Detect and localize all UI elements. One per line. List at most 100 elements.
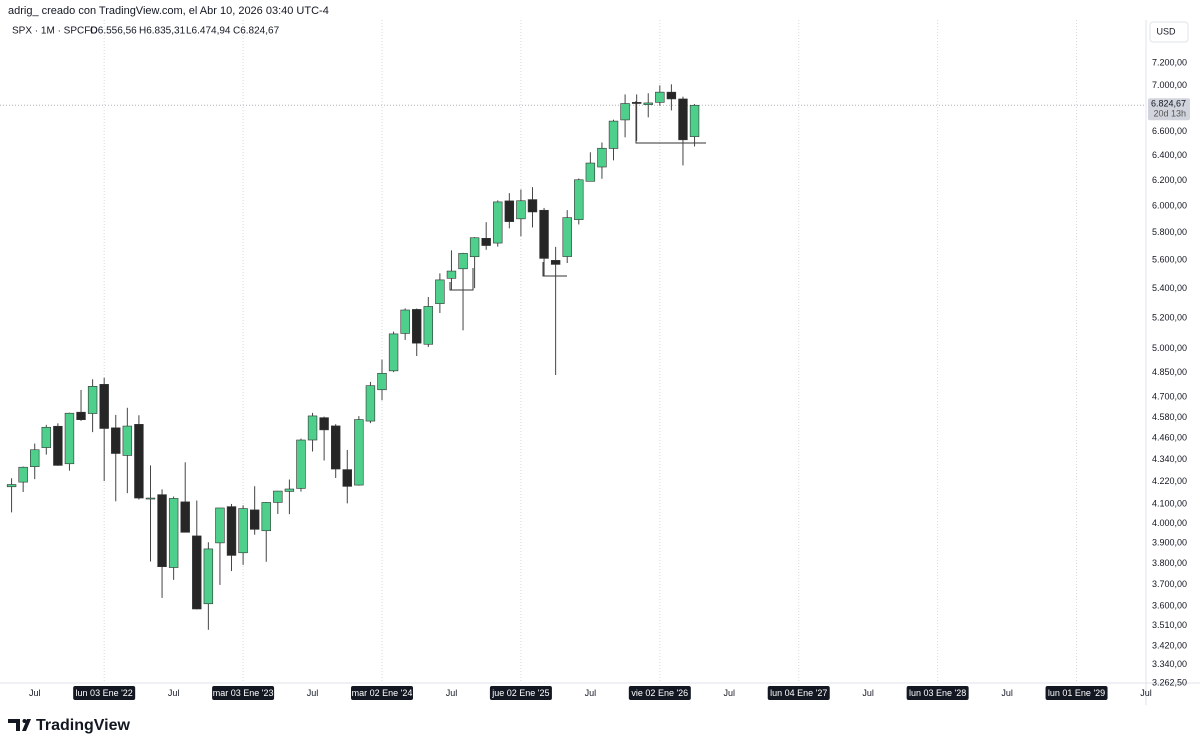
y-tick-label: 6.400,00 — [1152, 150, 1187, 160]
candle-body — [469, 237, 480, 258]
y-tick-label: 5.400,00 — [1152, 283, 1187, 293]
candle-body — [64, 412, 75, 465]
logo-mark — [8, 719, 31, 731]
candle-body — [30, 449, 40, 467]
y-tick-label: 3.600,00 — [1152, 600, 1187, 610]
candle-body — [249, 509, 260, 530]
x-tick-box — [212, 686, 275, 700]
candle-body — [99, 384, 109, 429]
candle-body — [296, 439, 306, 489]
candle-body — [342, 469, 352, 487]
candle-body — [238, 508, 248, 554]
candle-body — [87, 386, 98, 414]
candle-body — [527, 199, 538, 213]
candle-body — [655, 91, 665, 103]
x-tick-label: Jul — [1001, 688, 1013, 698]
last-price-label: 6.824,67 — [1151, 99, 1186, 109]
x-tick-box — [767, 686, 830, 700]
last-price-box — [1148, 98, 1190, 121]
x-tick-box — [489, 686, 552, 700]
candle-body — [203, 548, 214, 605]
ohlc-close: C6.824,67 — [233, 26, 280, 37]
x-tick-label: lun 03 Ene '22 — [76, 688, 133, 698]
y-tick-label: 4.460,00 — [1152, 433, 1187, 443]
y-tick-label: 4.340,00 — [1152, 454, 1187, 464]
x-tick-label: lun 04 Ene '27 — [770, 688, 827, 698]
candle-body — [6, 484, 17, 488]
x-tick-label: Jul — [724, 688, 736, 698]
y-tick-label: 3.800,00 — [1152, 558, 1187, 568]
logo-text: TradingView — [36, 717, 131, 734]
x-tick-label: mar 03 Ene '23 — [213, 688, 274, 698]
x-tick-label: mar 02 Ene '24 — [352, 688, 413, 698]
drawing — [449, 268, 474, 291]
y-tick-label: 5.000,00 — [1152, 343, 1187, 353]
x-tick-label: Jul — [307, 688, 319, 698]
x-tick-label: Jul — [168, 688, 180, 698]
plot — [6, 84, 706, 630]
candle-body — [168, 498, 179, 568]
countdown: 20d 13h — [1153, 109, 1186, 119]
x-tick-box — [628, 686, 691, 700]
x-tick-label: Jul — [446, 688, 458, 698]
candle-body — [458, 253, 468, 270]
candle-body — [134, 424, 144, 499]
axes: Jul lun 03 Ene '22 Jul mar 03 Ene '23 Jul mar… — [29, 58, 1190, 700]
y-tick-label: 6.200,00 — [1152, 175, 1187, 185]
candle-body — [180, 501, 190, 533]
candle-body — [539, 209, 549, 259]
ohlc-low: L6.474,94 — [186, 26, 231, 37]
candle-body — [365, 385, 376, 422]
grid — [0, 20, 1146, 683]
y-tick-label: 5.600,00 — [1152, 254, 1187, 264]
x-tick-label: Jul — [862, 688, 874, 698]
candle-body — [550, 260, 561, 265]
candle-body — [620, 103, 630, 121]
ohlc-open: O6.556,56 — [90, 26, 137, 37]
currency[interactable]: USD — [1156, 26, 1176, 36]
candle-body — [597, 147, 607, 168]
candle-body — [215, 507, 225, 544]
y-tick-label: 3.510,00 — [1152, 620, 1187, 630]
y-tick-label: 3.900,00 — [1152, 538, 1187, 548]
currency-box[interactable] — [1149, 21, 1189, 43]
candle-body — [192, 535, 202, 610]
y-tick-label: 3.340,00 — [1152, 659, 1187, 669]
candle-body — [76, 411, 86, 420]
candle-body — [493, 201, 503, 244]
candle-body — [41, 426, 52, 448]
candle-body — [377, 372, 387, 391]
candle-body — [608, 120, 619, 149]
x-tick-label: vie 02 Ene '26 — [631, 688, 688, 698]
ohlc-high: H6.835,31 — [139, 26, 186, 37]
candle-body — [666, 91, 677, 100]
x-tick-label: Jul — [585, 688, 597, 698]
price-axis — [1146, 20, 1200, 710]
y-tick-label: 3.262,50 — [1152, 677, 1187, 687]
candle-body — [435, 279, 445, 304]
y-tick-label: 6.000,00 — [1152, 200, 1187, 210]
y-tick-label: 4.580,00 — [1152, 412, 1187, 422]
candle-body — [423, 306, 434, 345]
y-tick-label: 3.700,00 — [1152, 579, 1187, 589]
symbol: SPX · 1M · SPCFD — [12, 26, 98, 37]
y-tick-label: 4.100,00 — [1152, 499, 1187, 509]
x-tick-label: Jul — [1140, 688, 1152, 698]
credit: adrig_ creado con TradingView.com, el Ab… — [8, 5, 329, 17]
y-tick-label: 3.420,00 — [1152, 640, 1187, 650]
x-tick-label: Jul — [29, 688, 41, 698]
x-tick-box — [351, 686, 413, 700]
x-tick-label: jue 02 Ene '25 — [491, 688, 549, 698]
y-tick-label: 4.000,00 — [1152, 518, 1187, 528]
y-tick-label: 7.200,00 — [1152, 58, 1187, 68]
y-tick-label: 5.800,00 — [1152, 227, 1187, 237]
drawing — [542, 262, 567, 277]
x-tick-box — [73, 686, 136, 700]
candle-body — [307, 415, 318, 441]
candle-body — [388, 333, 399, 372]
candle-body — [516, 200, 526, 220]
candle-body — [412, 309, 422, 344]
y-tick-label: 4.850,00 — [1152, 367, 1187, 377]
candle-body — [631, 102, 642, 104]
